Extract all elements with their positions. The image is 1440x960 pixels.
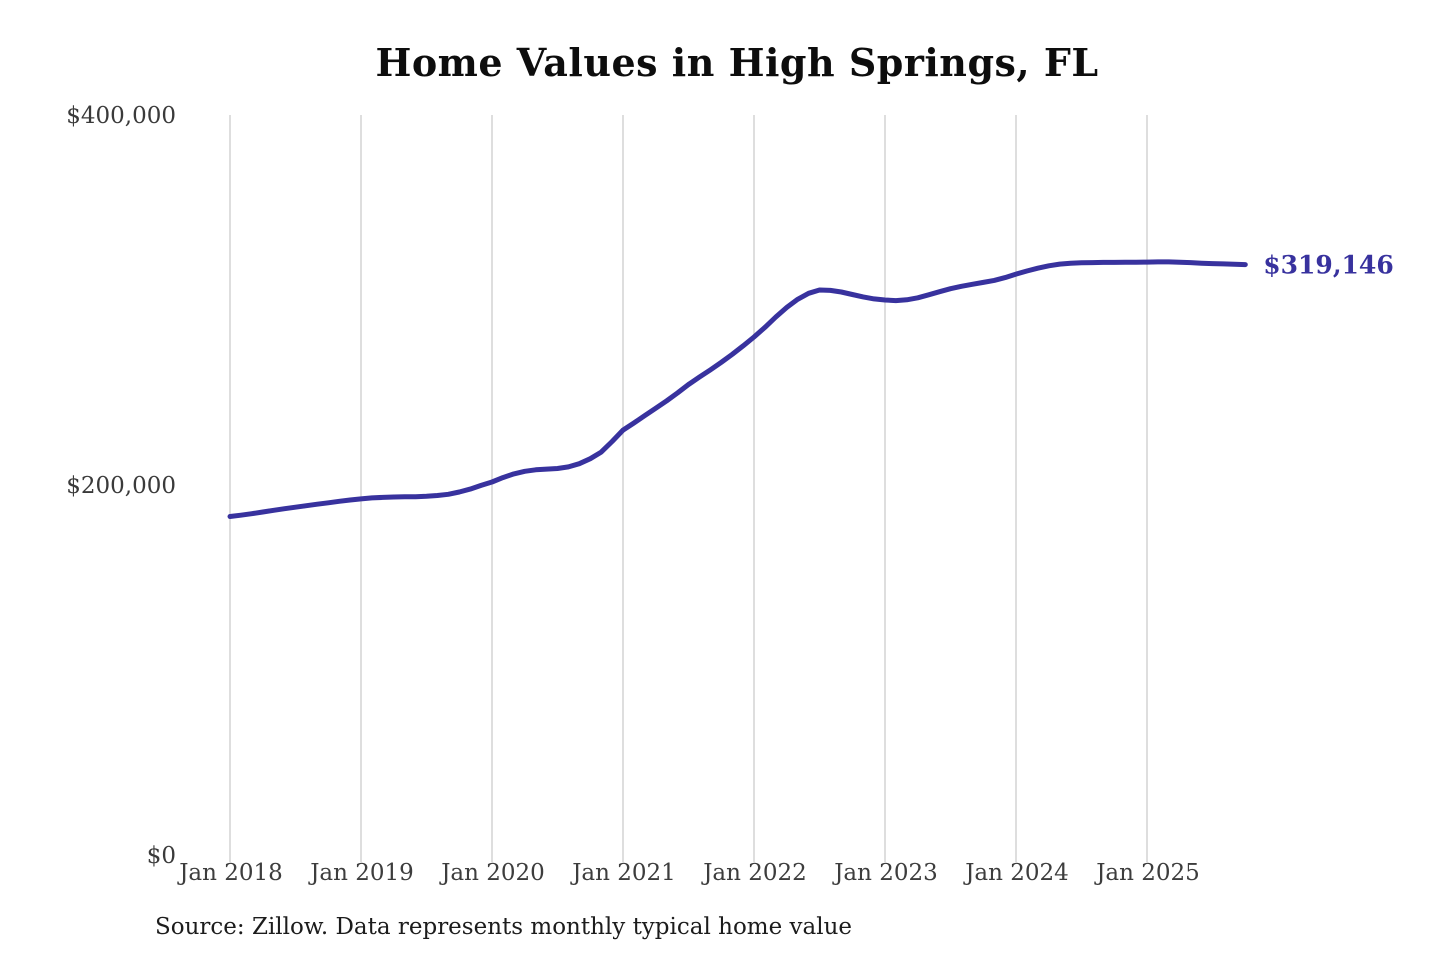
y-tick-label: $0	[147, 843, 176, 869]
x-tick-label: Jan 2022	[701, 860, 807, 886]
x-tick-label: Jan 2025	[1094, 860, 1200, 886]
y-tick-label: $400,000	[66, 103, 176, 129]
x-tick-label: Jan 2018	[177, 860, 283, 886]
source-note: Source: Zillow. Data represents monthly …	[155, 914, 853, 940]
y-tick-label: $200,000	[66, 473, 176, 499]
x-tick-label: Jan 2020	[439, 860, 545, 886]
x-tick-label: Jan 2019	[308, 860, 414, 886]
x-tick-label: Jan 2024	[963, 860, 1069, 886]
home-value-line	[227, 259, 1248, 519]
end-value-label: $319,146	[1263, 251, 1393, 280]
chart-title: Home Values in High Springs, FL	[375, 40, 1099, 85]
x-tick-label: Jan 2023	[832, 860, 938, 886]
x-tick-label: Jan 2021	[570, 860, 676, 886]
